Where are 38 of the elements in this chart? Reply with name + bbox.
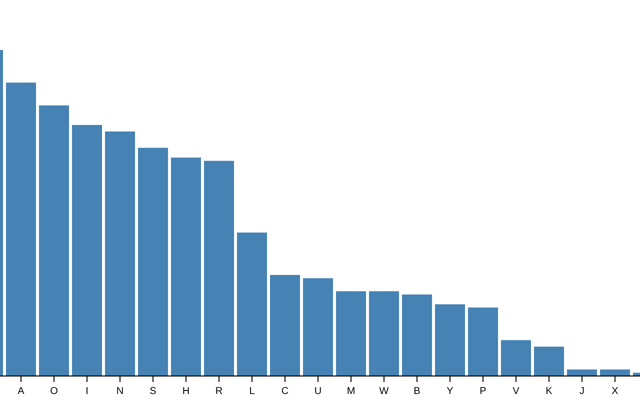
x-tick-label: O: [50, 386, 58, 397]
x-tick-label: C: [281, 386, 289, 397]
x-tick-label: Y: [446, 386, 454, 397]
x-tick-label: X: [612, 386, 619, 397]
bar: [170, 158, 202, 376]
bar: [72, 124, 102, 376]
bar: [204, 160, 234, 376]
bar: [38, 105, 70, 376]
x-tick-label: R: [215, 386, 223, 397]
bar: [468, 308, 498, 376]
x-tick-label: N: [116, 386, 124, 397]
x-tick-label: M: [346, 386, 356, 397]
x-tick-label: W: [379, 386, 390, 397]
bar: [236, 232, 268, 376]
x-tick-label: B: [414, 386, 421, 397]
x-tick-label: J: [580, 386, 584, 397]
bar: [402, 294, 432, 376]
x-tick-label: A: [18, 386, 25, 397]
bar: [6, 82, 36, 376]
bar: [270, 274, 300, 376]
bar: [600, 369, 630, 376]
bar: [368, 291, 400, 376]
x-tick-label: U: [314, 386, 322, 397]
bar: [104, 132, 136, 376]
bar: [336, 291, 366, 376]
bar: [434, 304, 466, 376]
bar: [534, 346, 564, 376]
x-tick-label: K: [546, 386, 553, 397]
bar: [500, 340, 532, 376]
x-tick-label: S: [150, 386, 157, 397]
x-tick-label: I: [86, 386, 88, 397]
x-tick-label: L: [249, 386, 256, 397]
bar: [302, 278, 334, 376]
bar: [566, 369, 598, 376]
bar: [138, 148, 168, 376]
x-tick-label: P: [480, 386, 487, 397]
x-tick-label: H: [182, 386, 190, 397]
x-tick-label: V: [512, 386, 520, 397]
